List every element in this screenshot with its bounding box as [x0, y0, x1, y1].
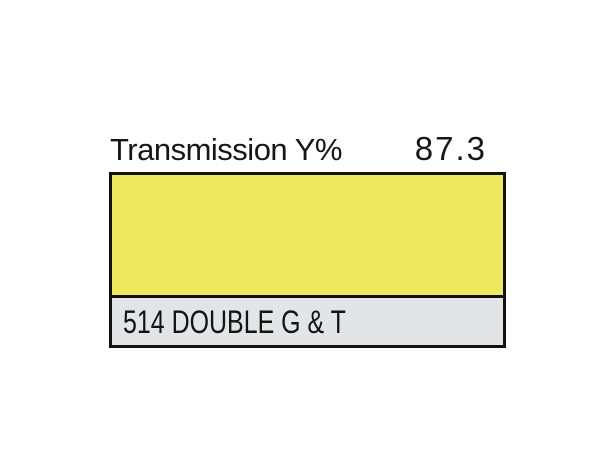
transmission-value: 87.3: [414, 130, 487, 167]
filter-swatch-card[interactable]: 514 DOUBLE G & T: [109, 172, 506, 348]
filter-label-bar: 514 DOUBLE G & T: [112, 298, 503, 345]
swatch-header: Transmission Y% 87.3: [110, 130, 487, 168]
transmission-label: Transmission Y%: [110, 132, 342, 167]
color-sample: [112, 175, 503, 298]
filter-name: 514 DOUBLE G & T: [123, 304, 346, 340]
